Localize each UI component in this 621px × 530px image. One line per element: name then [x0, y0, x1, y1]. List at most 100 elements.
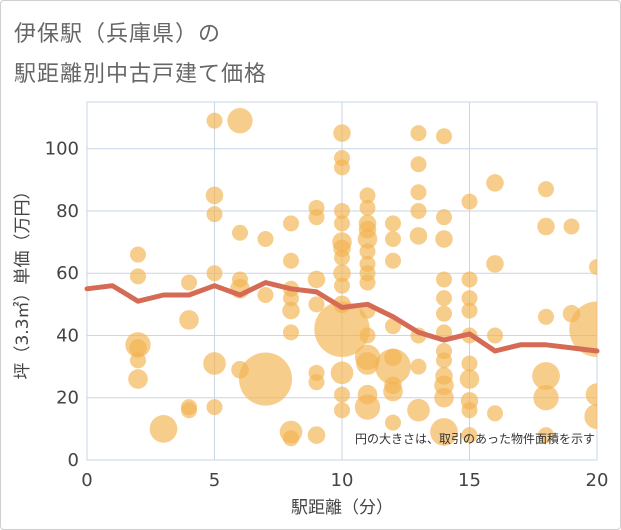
data-bubble	[283, 430, 299, 447]
data-bubble	[129, 339, 147, 357]
data-bubble	[130, 246, 146, 263]
data-bubble	[486, 174, 504, 192]
data-bubble	[130, 352, 146, 369]
data-bubble	[385, 230, 401, 247]
data-bubble	[435, 367, 453, 385]
data-bubble	[359, 243, 376, 260]
bubble-layer	[125, 108, 597, 447]
data-bubble	[461, 302, 478, 319]
data-bubble	[330, 361, 354, 385]
data-bubble	[585, 383, 597, 406]
x-tick-label: 15	[458, 470, 481, 491]
data-bubble	[283, 324, 299, 341]
data-bubble	[436, 305, 452, 322]
data-bubble	[206, 265, 223, 282]
data-bubble	[533, 385, 559, 411]
data-bubble	[461, 355, 478, 372]
data-bubble	[334, 277, 350, 294]
data-bubble	[359, 199, 376, 216]
data-bubble	[459, 369, 480, 389]
data-bubble	[487, 405, 503, 422]
data-bubble	[128, 369, 148, 389]
data-bubble	[206, 112, 223, 129]
data-bubble	[334, 386, 350, 403]
data-bubble	[538, 308, 554, 325]
data-bubble	[589, 258, 597, 275]
x-axis-label: 駅距離（分）	[291, 498, 393, 518]
x-tick-label: 20	[586, 470, 609, 491]
y-tick-label: 40	[56, 325, 79, 346]
data-bubble	[385, 414, 401, 431]
data-bubble	[410, 358, 427, 375]
data-bubble	[436, 352, 452, 369]
data-bubble	[357, 384, 378, 405]
y-tick-label: 60	[56, 263, 79, 284]
data-bubble	[359, 274, 376, 291]
data-bubble	[308, 374, 325, 391]
chart-title-line2: 駅距離別中古戸建て価格	[14, 62, 268, 87]
data-bubble	[232, 271, 248, 288]
data-bubble	[486, 255, 504, 273]
data-bubble	[334, 215, 350, 232]
data-bubble	[584, 403, 597, 430]
data-bubble	[563, 218, 580, 235]
data-bubble	[203, 352, 226, 375]
data-bubble	[436, 128, 452, 145]
data-bubble	[308, 209, 325, 226]
y-tick-label: 100	[45, 139, 79, 160]
data-bubble	[334, 402, 350, 419]
data-bubble	[206, 206, 223, 223]
y-tick-label: 80	[56, 201, 79, 222]
data-bubble	[537, 217, 555, 236]
average-price-line	[84, 280, 600, 354]
data-bubble	[410, 202, 427, 219]
data-bubble	[384, 348, 402, 367]
data-bubble	[238, 352, 293, 406]
data-bubble	[359, 327, 376, 344]
data-bubble	[181, 402, 197, 419]
data-bubble	[257, 230, 274, 247]
data-bubble	[334, 159, 350, 176]
x-tick-label: 5	[209, 470, 220, 491]
chart-title-line1: 伊保駅（兵庫県）の	[14, 22, 222, 47]
data-bubble	[283, 290, 299, 307]
data-bubble	[538, 181, 554, 198]
data-bubble	[435, 230, 453, 248]
data-bubble	[333, 264, 351, 282]
data-bubble	[333, 124, 351, 142]
data-bubble	[314, 301, 370, 357]
y-axis-label: 坪（3.3㎡）単価（万円）	[13, 182, 33, 379]
data-bubble	[461, 402, 478, 419]
data-bubble	[179, 310, 199, 330]
data-bubble	[307, 270, 326, 289]
data-bubble	[410, 125, 427, 142]
data-bubble	[308, 296, 325, 313]
data-bubble	[206, 399, 223, 416]
data-bubble	[410, 156, 427, 173]
data-bubble	[283, 215, 299, 232]
data-bubble	[385, 252, 401, 269]
size-note: 円の大きさは、取引のあった物件面積を示す	[355, 431, 595, 446]
data-bubble	[562, 304, 581, 323]
x-tick-label: 10	[331, 470, 354, 491]
data-bubble	[385, 215, 401, 232]
y-tick-label: 0	[68, 450, 79, 471]
data-bubble	[181, 274, 197, 291]
data-bubble	[257, 287, 274, 304]
data-bubble	[359, 187, 376, 204]
data-bubble	[461, 427, 478, 444]
data-bubble	[130, 268, 146, 285]
x-tick-label: 0	[81, 470, 92, 491]
data-bubble	[149, 415, 178, 443]
data-bubble	[282, 301, 300, 320]
data-bubble	[334, 249, 350, 266]
data-bubble	[436, 271, 452, 288]
data-bubble	[375, 348, 411, 385]
data-bubble	[384, 376, 402, 395]
data-bubble	[334, 202, 350, 219]
data-bubble	[283, 252, 299, 269]
tick-labels: 0 5 10 15 20 0 20 40 60 80 100	[45, 139, 609, 491]
data-bubble	[532, 362, 560, 390]
data-bubble	[227, 108, 253, 134]
series-layer	[84, 280, 600, 354]
